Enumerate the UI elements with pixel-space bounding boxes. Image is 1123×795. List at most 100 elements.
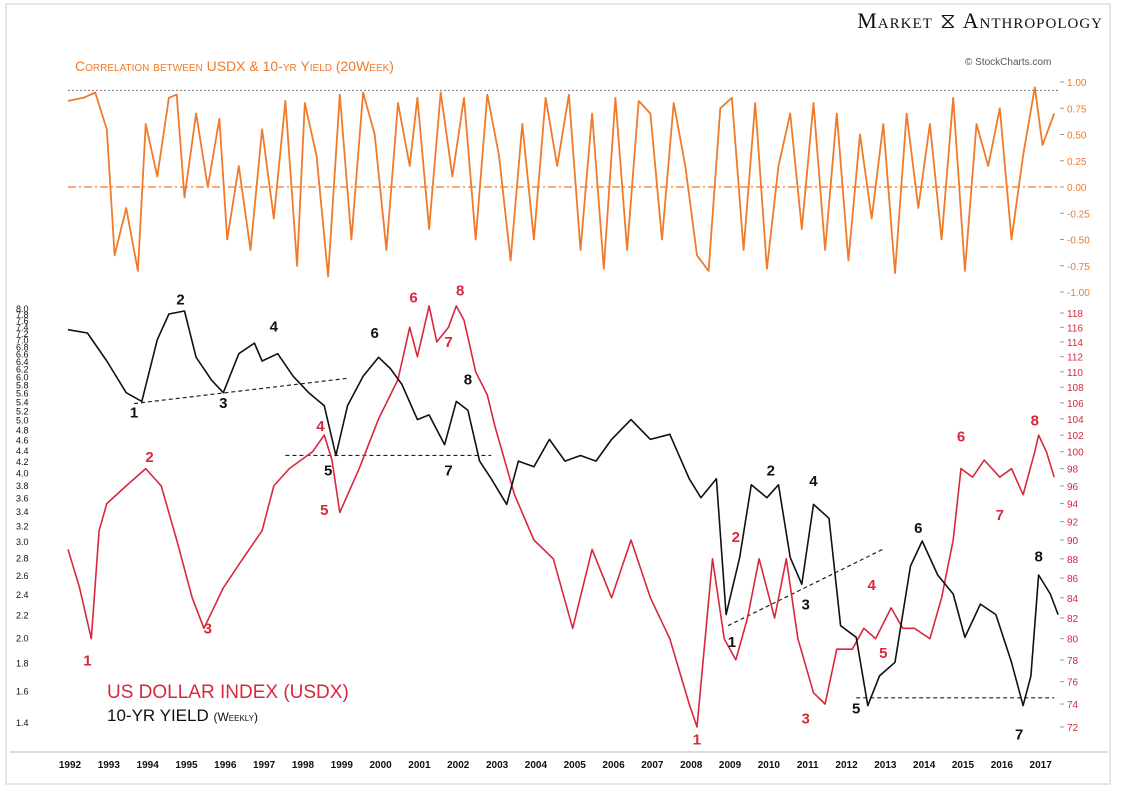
- brand-left: Market: [857, 8, 933, 33]
- x-tick-label: 2005: [564, 760, 587, 771]
- usdx-tick-label: 100: [1067, 448, 1084, 459]
- yield-tick-label: 2.4: [16, 590, 29, 600]
- corr-tick-label: 0.75: [1067, 104, 1087, 115]
- brand-right: Anthropology: [962, 8, 1103, 33]
- dna-icon: ⧖: [940, 8, 957, 33]
- yield-tick-label: 1.8: [16, 658, 29, 668]
- x-tick-label: 1998: [292, 760, 315, 771]
- correlation-panel: Correlation between USDX & 10-yr Yield (…: [67, 58, 1090, 299]
- x-tick-label: 1992: [59, 760, 82, 771]
- yield-tick-label: 5.6: [16, 389, 29, 399]
- yield-tick-label: 6.8: [16, 343, 29, 353]
- yield-wave-label: 8: [1034, 549, 1042, 566]
- usdx-wave-label: 3: [204, 620, 212, 637]
- x-tick-label: 2008: [680, 760, 703, 771]
- usdx-tick-label: 94: [1067, 500, 1079, 511]
- yield-wave-label: 5: [852, 701, 860, 718]
- yield-tick-label: 1.6: [16, 686, 29, 696]
- legend-yield-suffix: (Weekly): [213, 710, 258, 724]
- yield-tick-label: 2.2: [16, 611, 29, 621]
- usdx-tick-label: 104: [1067, 415, 1084, 426]
- usdx-wave-label: 5: [320, 502, 328, 519]
- usdx-wave-label: 7: [996, 507, 1004, 524]
- yield-wave-label: 2: [767, 463, 775, 480]
- yield-line: [67, 310, 1059, 707]
- usdx-tick-label: 112: [1067, 353, 1083, 364]
- yield-wave-label: 3: [219, 395, 227, 412]
- usdx-wave-label: 4: [316, 418, 325, 435]
- yield-tick-label: 7.4: [16, 323, 29, 333]
- brand-title: Market ⧖ Anthropology: [857, 8, 1103, 34]
- yield-wave-label: 7: [1015, 727, 1023, 744]
- usdx-wave-label: 5: [879, 645, 887, 662]
- yield-tick-label: 3.2: [16, 522, 29, 532]
- usdx-tick-label: 82: [1067, 614, 1079, 625]
- usdx-tick-label: 92: [1067, 518, 1079, 529]
- x-tick-label: 2001: [408, 760, 431, 771]
- yield-wave-label: 6: [914, 520, 922, 537]
- x-tick-label: 1997: [253, 760, 276, 771]
- yield-tick-label: 5.0: [16, 416, 29, 426]
- usdx-tick-label: 90: [1067, 536, 1079, 547]
- yield-tick-label: 6.6: [16, 350, 29, 360]
- yield-tick-label: 6.0: [16, 372, 29, 382]
- yield-tick-label: 2.6: [16, 571, 29, 581]
- usdx-tick-label: 78: [1067, 656, 1079, 667]
- yield-tick-label: 7.2: [16, 329, 29, 339]
- x-tick-label: 1995: [175, 760, 198, 771]
- usdx-tick-label: 96: [1067, 482, 1079, 493]
- yield-tick-label: 5.4: [16, 397, 29, 407]
- x-tick-label: 2017: [1030, 760, 1053, 771]
- x-axis: 1992 1993 1994 1995 1996 1997 1998 1999 2000 2001…: [10, 751, 1108, 771]
- chart-border: [5, 3, 1111, 785]
- x-tick-label: 2011: [797, 760, 819, 771]
- yield-tick-label: 4.6: [16, 435, 29, 445]
- yield-wave-label: 7: [444, 463, 452, 480]
- correlation-line: [67, 86, 1056, 278]
- yield-tick-label: 3.4: [16, 507, 29, 517]
- yield-tick-label: 6.2: [16, 365, 29, 375]
- yield-wave-label: 4: [270, 318, 279, 335]
- yield-tick-label: 3.6: [16, 494, 29, 504]
- yield-wave-label: 4: [809, 473, 818, 490]
- corr-tick-label: 0.25: [1067, 157, 1087, 168]
- x-tick-label: 2003: [486, 760, 509, 771]
- yield-tick-label: 4.4: [16, 446, 29, 456]
- trend-line: [727, 548, 884, 627]
- usdx-tick-label: 110: [1067, 368, 1083, 379]
- usdx-tick-label: 116: [1067, 323, 1083, 334]
- x-tick-label: 2016: [991, 760, 1014, 771]
- x-tick-label: 2010: [758, 760, 781, 771]
- x-tick-label: 1996: [214, 760, 237, 771]
- yield-wave-label: 2: [176, 291, 184, 308]
- corr-tick-label: 0.00: [1067, 183, 1087, 194]
- usdx-tick-label: 114: [1067, 338, 1083, 349]
- usdx-tick-label: 98: [1067, 465, 1079, 476]
- usdx-wave-label: 1: [83, 652, 91, 669]
- trend-line: [133, 377, 348, 405]
- usdx-tick-label: 74: [1067, 700, 1079, 711]
- x-tick-label: 2012: [835, 760, 858, 771]
- yield-tick-label: 2.0: [16, 633, 29, 643]
- yield-tick-label: 3.8: [16, 481, 29, 491]
- usdx-tick-label: 102: [1067, 431, 1084, 442]
- usdx-tick-label: 76: [1067, 678, 1079, 689]
- yield-wave-label: 1: [130, 404, 138, 421]
- usdx-wave-label: 8: [456, 282, 464, 299]
- corr-tick-label: -1.00: [1067, 288, 1090, 299]
- corr-tick-label: 1.00: [1067, 78, 1087, 89]
- usdx-wave-label: 3: [802, 711, 810, 728]
- usdx-tick-label: 86: [1067, 574, 1079, 585]
- usdx-wave-label: 1: [693, 732, 701, 749]
- usdx-tick-label: 72: [1067, 723, 1079, 734]
- yield-tick-label: 5.8: [16, 380, 29, 390]
- yield-tick-label: 1.4: [16, 718, 29, 728]
- yield-tick-label: 5.2: [16, 406, 29, 416]
- usdx-wave-label: 4: [868, 577, 877, 594]
- yield-wave-label: 3: [802, 596, 810, 613]
- x-tick-label: 2009: [719, 760, 742, 771]
- legend-yield: 10-YR YIELD (Weekly): [107, 706, 258, 725]
- usdx-tick-label: 108: [1067, 383, 1084, 394]
